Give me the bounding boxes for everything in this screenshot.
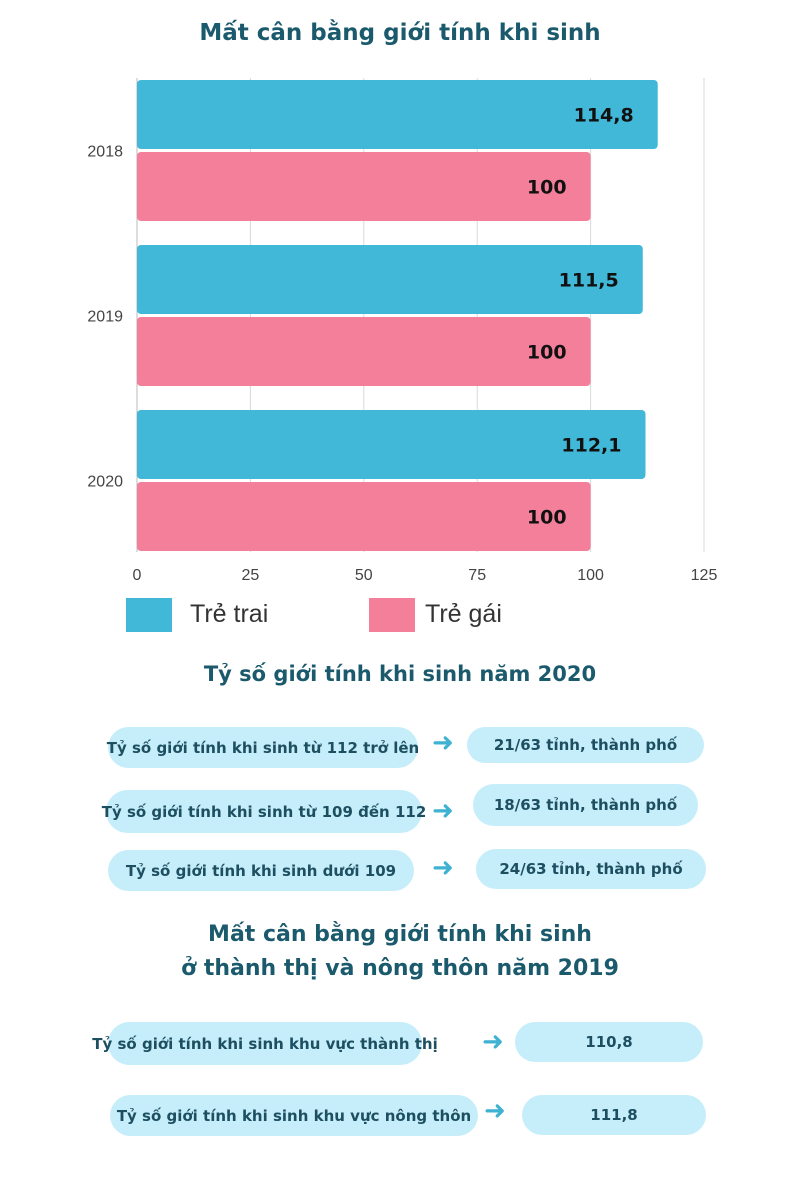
y-category-label: 2018 bbox=[87, 144, 123, 161]
area-value-pill: 111,8 bbox=[522, 1095, 706, 1135]
section2-title: Tỷ số giới tính khi sinh năm 2020 bbox=[203, 662, 597, 686]
section3-title-line1: Mất cân bằng giới tính khi sinh bbox=[208, 922, 592, 947]
bar-girls bbox=[137, 152, 591, 221]
x-tick-label: 25 bbox=[242, 567, 260, 584]
right-arrow-icon: ➜ bbox=[432, 796, 454, 826]
x-tick-label: 125 bbox=[691, 567, 718, 584]
chart-title: Mất cân bằng giới tính khi sinh bbox=[199, 20, 601, 46]
x-tick-label: 100 bbox=[577, 567, 604, 584]
legend-swatch-girls bbox=[369, 598, 415, 632]
x-tick-label: 50 bbox=[355, 567, 373, 584]
ratio-label-pill: Tỷ số giới tính khi sinh từ 112 trở lên bbox=[107, 727, 419, 768]
bar-data-label: 100 bbox=[527, 507, 567, 529]
bar-data-label: 100 bbox=[527, 177, 567, 199]
ratio-label-pill: Tỷ số giới tính khi sinh dưới 109 bbox=[108, 850, 414, 891]
bar-data-label: 112,1 bbox=[561, 435, 621, 457]
right-arrow-icon: ➜ bbox=[484, 1096, 506, 1126]
ratio-value-pill: 21/63 tỉnh, thành phố bbox=[467, 727, 704, 763]
legend-label-boys: Trẻ trai bbox=[190, 600, 269, 628]
y-category-label: 2020 bbox=[87, 474, 123, 491]
ratio-value-pill: 18/63 tỉnh, thành phố bbox=[473, 784, 698, 826]
bar-boys bbox=[137, 245, 643, 314]
area-value-pill: 110,8 bbox=[515, 1022, 703, 1062]
right-arrow-icon: ➜ bbox=[482, 1027, 504, 1057]
x-tick-label: 75 bbox=[468, 567, 486, 584]
y-category-label: 2019 bbox=[87, 309, 123, 326]
section3-title-line2: ở thành thị và nông thôn năm 2019 bbox=[181, 956, 619, 981]
bar-boys bbox=[137, 80, 658, 149]
bar-data-label: 111,5 bbox=[559, 270, 619, 292]
right-arrow-icon: ➜ bbox=[432, 728, 454, 758]
bar-data-label: 114,8 bbox=[574, 105, 634, 127]
ratio-label-pill: Tỷ số giới tính khi sinh từ 109 đến 112 bbox=[102, 790, 426, 833]
bar-chart: 0 25 50 75 100 125 2018 114,8 100 2019 111,5 100 202… bbox=[87, 78, 718, 584]
legend-swatch-boys bbox=[126, 598, 172, 632]
bar-girls bbox=[137, 317, 591, 386]
bar-girls bbox=[137, 482, 591, 551]
area-label-pill: Tỷ số giới tính khi sinh khu vực thành t… bbox=[92, 1022, 438, 1065]
bar-data-label: 100 bbox=[527, 342, 567, 364]
area-label-pill: Tỷ số giới tính khi sinh khu vực nông th… bbox=[110, 1095, 478, 1136]
x-tick-label: 0 bbox=[133, 567, 142, 584]
bar-boys bbox=[137, 410, 646, 479]
right-arrow-icon: ➜ bbox=[432, 853, 454, 883]
legend-label-girls: Trẻ gái bbox=[425, 600, 502, 628]
ratio-value-pill: 24/63 tỉnh, thành phố bbox=[476, 849, 706, 889]
